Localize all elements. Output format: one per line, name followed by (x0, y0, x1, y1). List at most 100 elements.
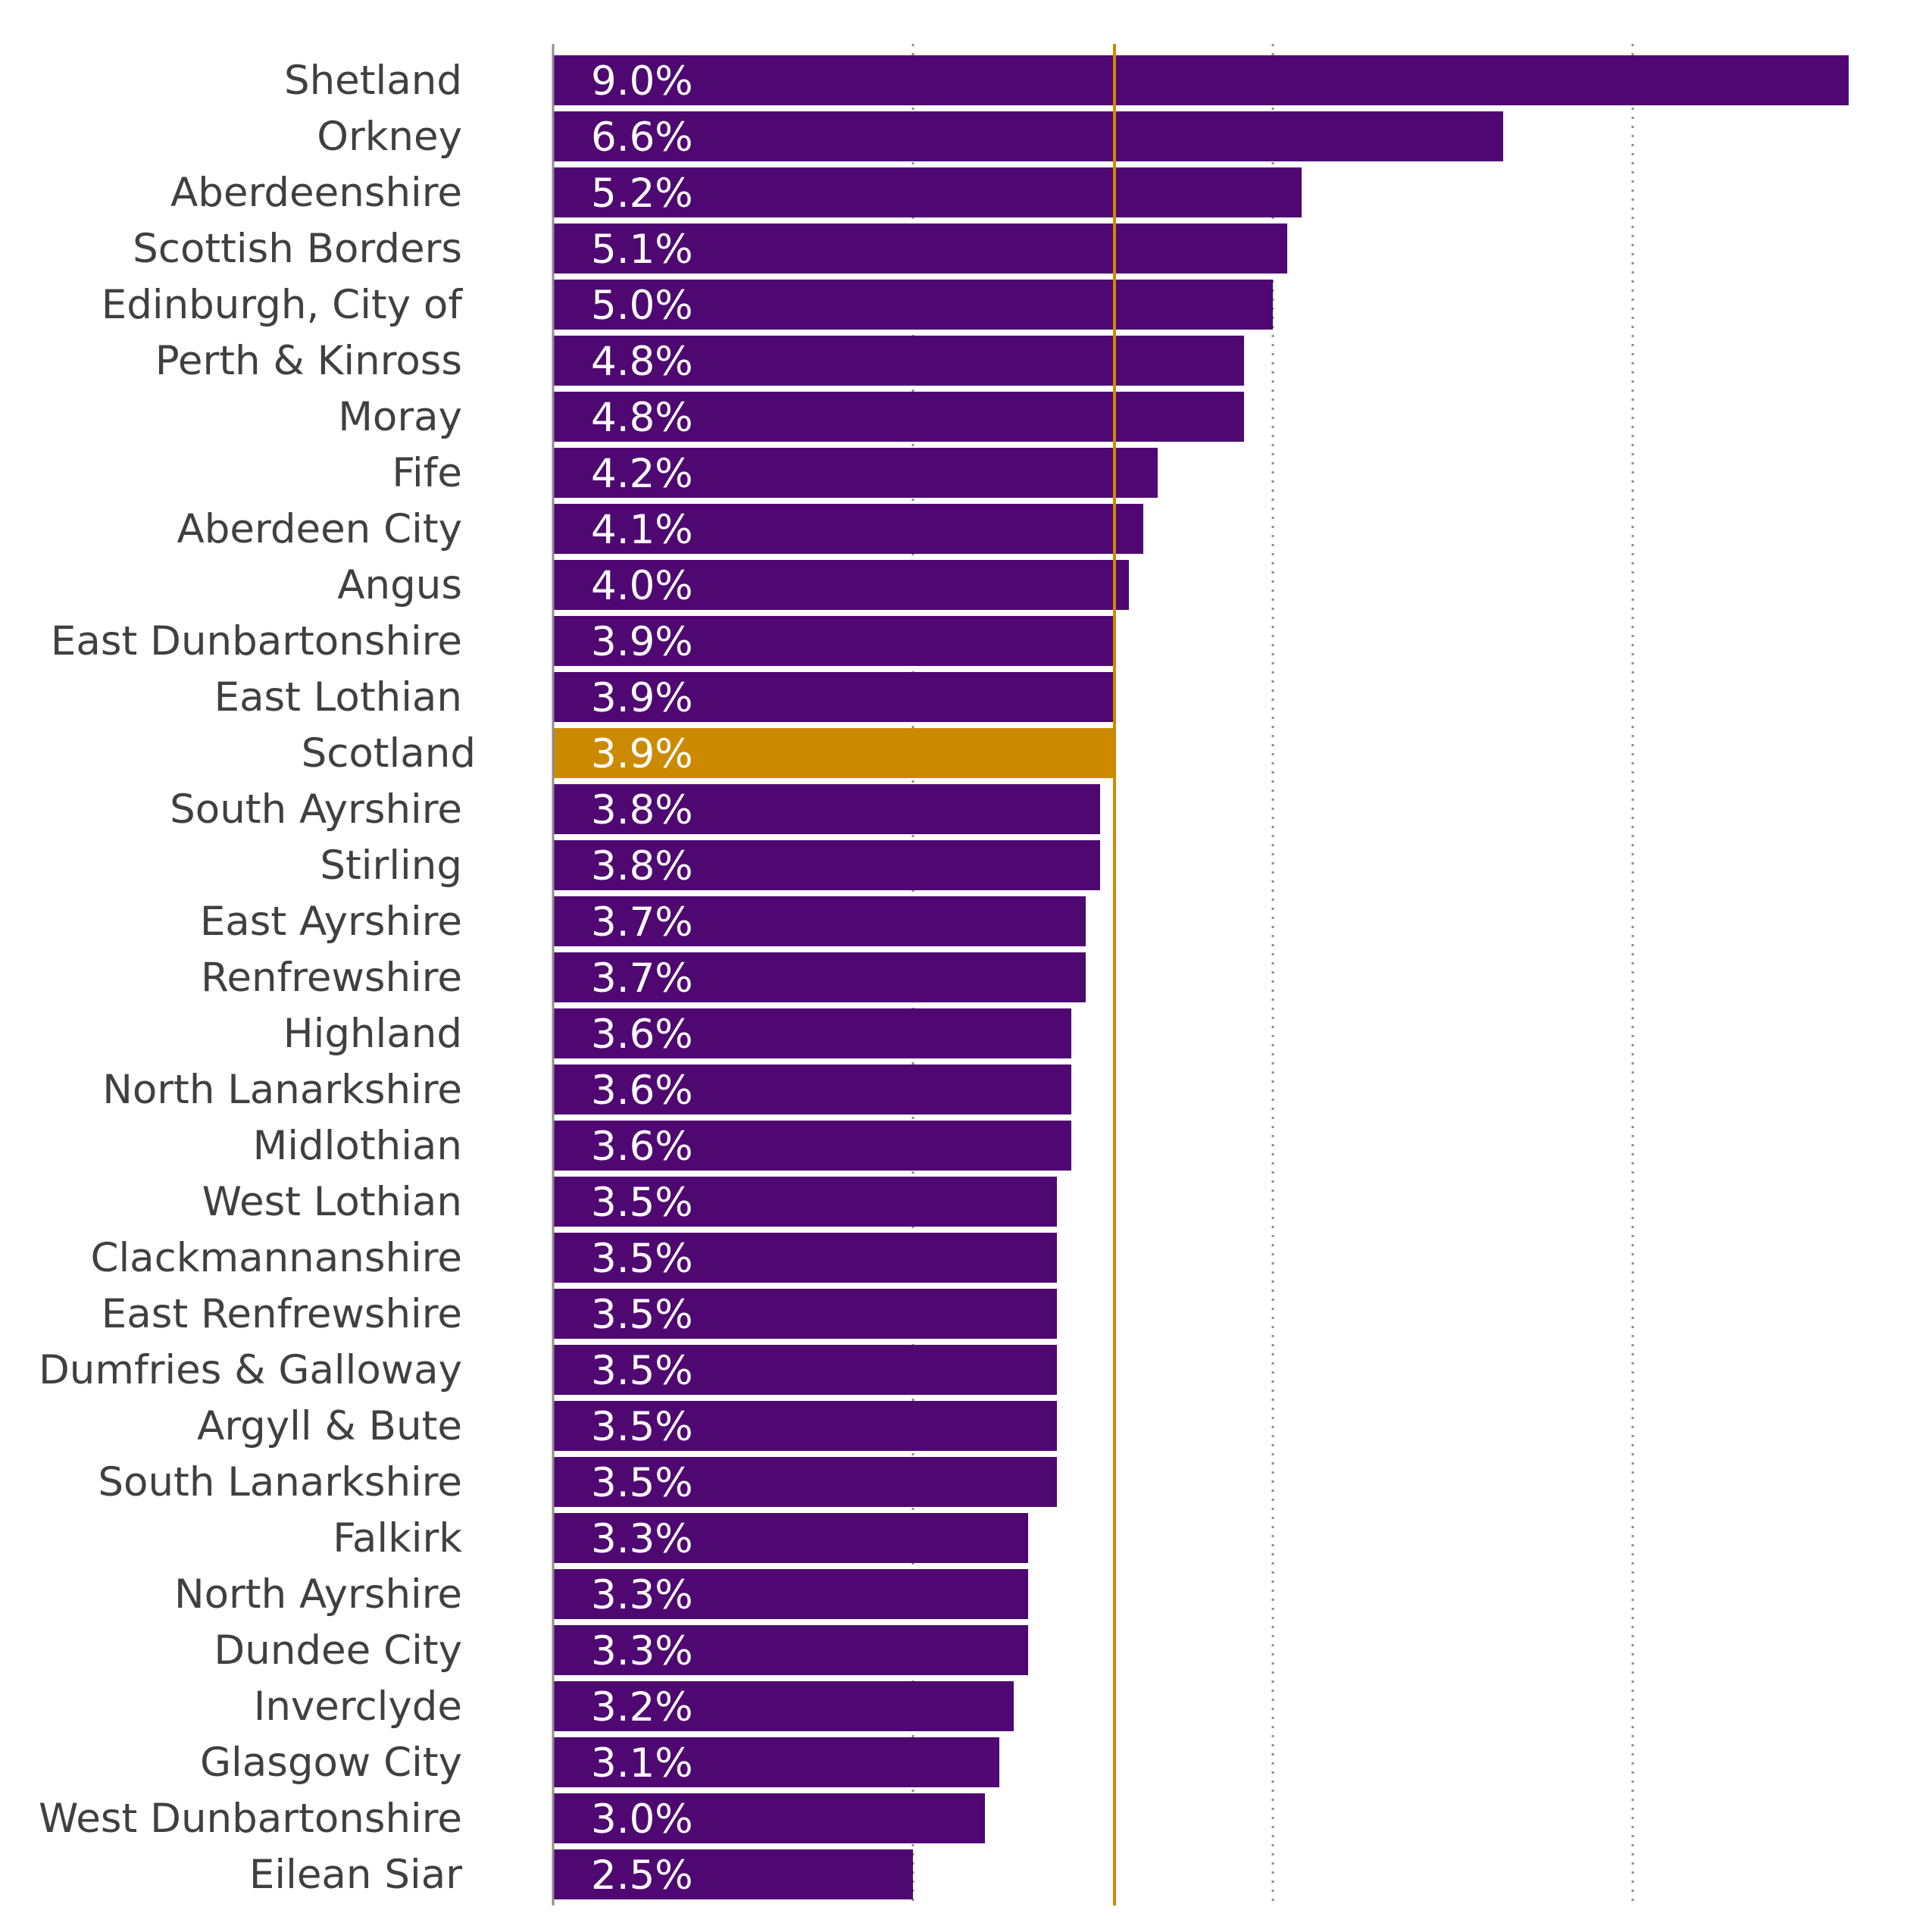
bar-inverclyde (553, 1681, 1014, 1731)
bar-moray (553, 392, 1244, 442)
category-label-west-dunbartonshire: West Dunbartonshire (39, 1796, 462, 1842)
category-label-highland: Highland (283, 1011, 462, 1057)
category-label-south-ayrshire: South Ayrshire (170, 786, 462, 833)
category-label-clackmannanshire: Clackmannanshire (90, 1235, 462, 1281)
bar-edinburgh-city-of (553, 280, 1273, 330)
value-label-scotland: 3.9% (591, 731, 693, 777)
value-label-inverclyde: 3.2% (591, 1684, 693, 1730)
value-label-north-ayrshire: 3.3% (591, 1572, 693, 1618)
value-label-orkney: 6.6% (591, 114, 693, 161)
category-label-east-lothian: East Lothian (214, 674, 462, 721)
value-label-dundee-city: 3.3% (591, 1628, 693, 1674)
category-label-orkney: Orkney (317, 114, 462, 160)
value-label-fife: 4.2% (591, 451, 693, 497)
category-label-inverclyde: Inverclyde (254, 1683, 462, 1730)
bar-midlothian (553, 1121, 1071, 1171)
value-label-argyll-bute: 3.5% (591, 1404, 693, 1450)
category-label-perth-kinross: Perth & Kinross (155, 338, 462, 384)
bar-stirling (553, 840, 1100, 890)
value-label-angus: 4.0% (591, 563, 693, 609)
category-label-angus: Angus (337, 562, 462, 608)
category-label-north-ayrshire: North Ayrshire (174, 1571, 462, 1618)
bar-eilean-siar (553, 1849, 913, 1899)
value-label-west-lothian: 3.5% (591, 1180, 693, 1226)
category-label-eilean-siar: Eilean Siar (249, 1852, 462, 1898)
category-label-midlothian: Midlothian (253, 1123, 462, 1169)
value-label-stirling: 3.8% (591, 843, 693, 889)
category-label-aberdeen-city: Aberdeen City (177, 506, 462, 552)
bar-shetland (553, 55, 1849, 105)
value-label-glasgow-city: 3.1% (591, 1740, 693, 1787)
value-label-dumfries-galloway: 3.5% (591, 1348, 693, 1394)
category-label-scottish-borders: Scottish Borders (133, 226, 462, 272)
value-label-moray: 4.8% (591, 395, 693, 441)
bar-argyll-bute (553, 1401, 1057, 1451)
value-label-north-lanarkshire: 3.6% (591, 1068, 693, 1114)
category-label-east-ayrshire: East Ayrshire (200, 899, 462, 945)
bar-north-ayrshire (553, 1569, 1028, 1619)
bar-west-lothian (553, 1177, 1057, 1227)
bar-dumfries-galloway (553, 1345, 1057, 1395)
value-label-south-lanarkshire: 3.5% (591, 1460, 693, 1506)
value-label-falkirk: 3.3% (591, 1516, 693, 1562)
bar-dundee-city (553, 1625, 1028, 1675)
bar-highland (553, 1008, 1071, 1058)
bar-aberdeen-city (553, 504, 1143, 554)
category-label-west-lothian: West Lothian (202, 1179, 462, 1225)
bar-south-ayrshire (553, 784, 1100, 834)
labels: Shetland 9.0% Orkney 6.6% Aberdeenshire 5.2% S… (39, 58, 693, 1899)
bar-renfrewshire (553, 952, 1086, 1002)
bar-east-lothian (553, 672, 1114, 722)
value-label-midlothian: 3.6% (591, 1124, 693, 1170)
category-label-scotland: Scotland (302, 730, 476, 777)
category-label-renfrewshire: Renfrewshire (201, 955, 462, 1001)
value-label-east-ayrshire: 3.7% (591, 899, 693, 946)
value-label-renfrewshire: 3.7% (591, 955, 693, 1002)
value-label-aberdeen-city: 4.1% (591, 507, 693, 553)
category-label-fife: Fife (392, 450, 462, 496)
bar-scottish-borders (553, 224, 1287, 274)
value-label-east-lothian: 3.9% (591, 675, 693, 721)
value-label-perth-kinross: 4.8% (591, 339, 693, 385)
category-label-shetland: Shetland (284, 58, 462, 104)
category-label-east-dunbartonshire: East Dunbartonshire (51, 618, 462, 664)
value-label-aberdeenshire: 5.2% (591, 170, 693, 217)
bar-falkirk (553, 1513, 1028, 1563)
bar-east-dunbartonshire (553, 616, 1114, 666)
bar-south-lanarkshire (553, 1457, 1057, 1507)
category-label-argyll-bute: Argyll & Bute (197, 1403, 462, 1449)
value-label-edinburgh-city-of: 5.0% (591, 283, 693, 329)
value-label-highland: 3.6% (591, 1011, 693, 1058)
bar-angus (553, 560, 1129, 610)
value-label-clackmannanshire: 3.5% (591, 1236, 693, 1282)
category-label-falkirk: Falkirk (333, 1515, 462, 1562)
bar-perth-kinross (553, 336, 1244, 386)
bar-scotland (553, 728, 1114, 778)
bar-east-ayrshire (553, 896, 1086, 946)
category-label-east-renfrewshire: East Renfrewshire (102, 1291, 462, 1337)
category-label-moray: Moray (338, 394, 462, 440)
value-label-eilean-siar: 2.5% (591, 1852, 693, 1899)
category-label-edinburgh-city-of: Edinburgh, City of (102, 282, 464, 328)
bar-fife (553, 448, 1158, 498)
value-label-south-ayrshire: 3.8% (591, 787, 693, 833)
value-label-west-dunbartonshire: 3.0% (591, 1796, 693, 1843)
value-label-east-dunbartonshire: 3.9% (591, 619, 693, 665)
bar-west-dunbartonshire (553, 1793, 985, 1843)
bar-clackmannanshire (553, 1233, 1057, 1283)
bar-aberdeenshire (553, 167, 1302, 217)
bar-orkney (553, 111, 1503, 161)
value-label-east-renfrewshire: 3.5% (591, 1292, 693, 1338)
category-label-dundee-city: Dundee City (214, 1627, 462, 1674)
bar-glasgow-city (553, 1737, 999, 1787)
category-label-north-lanarkshire: North Lanarkshire (102, 1067, 462, 1113)
category-label-stirling: Stirling (320, 843, 462, 889)
category-label-dumfries-galloway: Dumfries & Galloway (39, 1347, 462, 1393)
category-label-aberdeenshire: Aberdeenshire (170, 170, 462, 216)
bars (553, 55, 1849, 1899)
value-label-shetland: 9.0% (591, 58, 693, 105)
category-label-south-lanarkshire: South Lanarkshire (98, 1459, 462, 1505)
bar-north-lanarkshire (553, 1064, 1071, 1114)
category-label-glasgow-city: Glasgow City (200, 1740, 462, 1786)
